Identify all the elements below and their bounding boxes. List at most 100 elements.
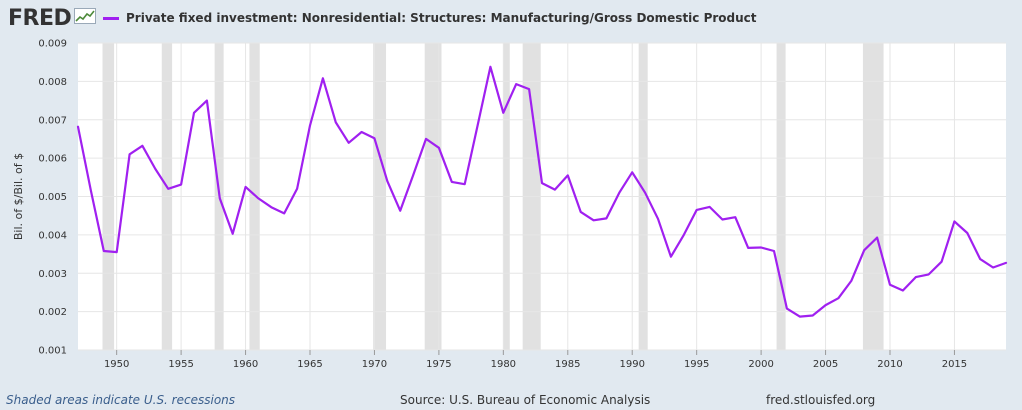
data-point[interactable] <box>719 217 725 223</box>
y-tick-label: 0.005 <box>38 192 67 203</box>
gridlines <box>78 42 1006 351</box>
source-note: Source: U.S. Bureau of Economic Analysis <box>400 393 651 407</box>
x-tick-label: 2005 <box>813 359 838 370</box>
data-point[interactable] <box>462 181 468 187</box>
data-point[interactable] <box>926 271 932 277</box>
data-point[interactable] <box>320 75 326 81</box>
data-point[interactable] <box>603 215 609 221</box>
y-tick-label: 0.007 <box>38 115 67 126</box>
data-point[interactable] <box>913 274 919 280</box>
data-point[interactable] <box>191 110 197 116</box>
data-point[interactable] <box>797 314 803 320</box>
data-point[interactable] <box>487 64 493 70</box>
site-link[interactable]: fred.stlouisfed.org <box>766 393 876 407</box>
data-point[interactable] <box>655 216 661 222</box>
x-tick-label: 1990 <box>619 359 644 370</box>
chart-legend: Private fixed investment: Nonresidential… <box>103 9 757 27</box>
y-tick-label: 0.002 <box>38 307 67 318</box>
data-point[interactable] <box>874 235 880 241</box>
x-tick-label: 1995 <box>684 359 709 370</box>
data-point[interactable] <box>204 98 210 104</box>
data-point[interactable] <box>526 86 532 92</box>
data-point[interactable] <box>539 180 545 186</box>
data-point[interactable] <box>616 190 622 196</box>
x-tick-label: 1965 <box>297 359 322 370</box>
data-point[interactable] <box>294 186 300 192</box>
data-point[interactable] <box>681 232 687 238</box>
data-point[interactable] <box>423 136 429 142</box>
data-point[interactable] <box>230 231 236 237</box>
data-point[interactable] <box>152 166 158 172</box>
data-point[interactable] <box>707 204 713 210</box>
data-point[interactable] <box>75 124 81 130</box>
data-point[interactable] <box>732 214 738 220</box>
data-point[interactable] <box>384 178 390 184</box>
data-point[interactable] <box>990 264 996 270</box>
fred-logo[interactable]: FRED <box>8 5 97 31</box>
data-point[interactable] <box>410 172 416 178</box>
chart-header: FRED Private fixed investment: Nonreside… <box>0 0 1022 36</box>
data-point[interactable] <box>578 209 584 215</box>
data-point[interactable] <box>758 245 764 251</box>
series-layer <box>75 64 1009 320</box>
data-point[interactable] <box>784 306 790 312</box>
data-point[interactable] <box>668 254 674 260</box>
x-tick-label: 1980 <box>491 359 516 370</box>
y-tick-label: 0.003 <box>38 269 67 280</box>
data-point[interactable] <box>88 188 94 194</box>
x-tick-label: 2010 <box>877 359 902 370</box>
y-tick-label: 0.009 <box>38 39 67 50</box>
data-point[interactable] <box>371 135 377 141</box>
recession-note[interactable]: Shaded areas indicate U.S. recessions <box>6 393 236 407</box>
data-point[interactable] <box>629 169 635 175</box>
data-point[interactable] <box>178 182 184 188</box>
data-point[interactable] <box>475 123 481 129</box>
data-point[interactable] <box>810 312 816 318</box>
data-point[interactable] <box>835 295 841 301</box>
data-point[interactable] <box>861 247 867 253</box>
data-point[interactable] <box>101 248 107 254</box>
data-point[interactable] <box>900 288 906 294</box>
data-point[interactable] <box>307 123 313 129</box>
data-point[interactable] <box>268 204 274 210</box>
data-point[interactable] <box>114 249 120 255</box>
data-point[interactable] <box>127 151 133 157</box>
data-point[interactable] <box>333 119 339 125</box>
data-point[interactable] <box>823 302 829 308</box>
x-tick-label: 2015 <box>942 359 967 370</box>
x-tick-label: 1950 <box>104 359 129 370</box>
data-point[interactable] <box>217 195 223 201</box>
x-axis: 1950 1955 1960 1965 1970 1975 1980 1985 1990 1995… <box>104 350 967 370</box>
data-point[interactable] <box>745 245 751 251</box>
data-point[interactable] <box>397 208 403 214</box>
data-point[interactable] <box>964 230 970 236</box>
data-point[interactable] <box>771 248 777 254</box>
data-point[interactable] <box>591 217 597 223</box>
data-point[interactable] <box>359 129 365 135</box>
data-point[interactable] <box>255 195 261 201</box>
data-point[interactable] <box>513 81 519 87</box>
data-point[interactable] <box>565 172 571 178</box>
data-point[interactable] <box>139 143 145 149</box>
data-point[interactable] <box>951 218 957 224</box>
data-point[interactable] <box>552 187 558 193</box>
data-point[interactable] <box>694 207 700 213</box>
x-tick-label: 1960 <box>233 359 258 370</box>
data-point[interactable] <box>243 184 249 190</box>
x-tick-label: 1985 <box>555 359 580 370</box>
data-point[interactable] <box>1003 260 1009 266</box>
data-point[interactable] <box>977 256 983 262</box>
data-point[interactable] <box>346 140 352 146</box>
y-tick-label: 0.008 <box>38 77 67 88</box>
data-point[interactable] <box>887 282 893 288</box>
data-point[interactable] <box>642 190 648 196</box>
data-point[interactable] <box>500 110 506 116</box>
data-point[interactable] <box>848 278 854 284</box>
data-point[interactable] <box>436 145 442 151</box>
data-point[interactable] <box>939 259 945 265</box>
data-point[interactable] <box>165 186 171 192</box>
data-point[interactable] <box>449 179 455 185</box>
series-line[interactable] <box>76 65 1008 318</box>
line-chart: 0.001 0.002 0.003 0.004 0.005 0.006 0.007 0.008… <box>12 39 1009 370</box>
data-point[interactable] <box>281 210 287 216</box>
